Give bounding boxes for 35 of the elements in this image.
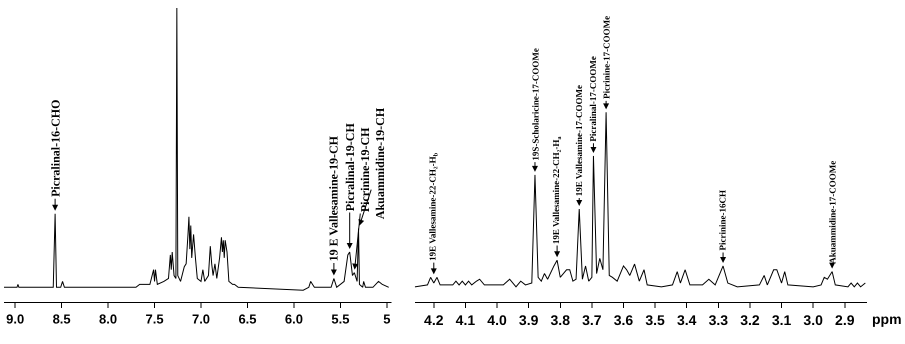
- x-tick-label: 3.4: [676, 312, 697, 328]
- x-tick-label: 9.0: [6, 312, 24, 327]
- x-tick-label: 3.1: [772, 312, 792, 328]
- annotation: Picralinal-19-CH: [343, 122, 358, 212]
- x-tick-label: 3.8: [550, 312, 570, 328]
- x-tick-label: 3.0: [803, 312, 824, 328]
- x-tick-label: 8.0: [99, 312, 118, 327]
- x-tick-label: 4.2: [424, 312, 444, 328]
- annotation: 19 E Vallesamine-19-CH: [326, 135, 340, 262]
- annotation: Akuammidine-17-COOMe: [827, 160, 838, 264]
- x-tick-label: 3.2: [740, 312, 760, 328]
- x-tick-label: 7.0: [192, 312, 210, 327]
- x-tick-label: 2.9: [835, 312, 855, 328]
- x-tick-label: 3.6: [614, 312, 634, 328]
- x-tick-label: 6.0: [284, 312, 303, 327]
- annotation: Picrinine-19-CH: [358, 126, 372, 212]
- x-tick-label: 3.3: [708, 312, 728, 328]
- annotation: Picrinine-17-COOMe: [601, 16, 612, 99]
- x-tick-label: 6.5: [238, 312, 257, 327]
- x-tick-label: 4.1: [456, 312, 476, 328]
- x-tick-label: 5: [383, 312, 390, 327]
- x-tick-label: 3.9: [518, 312, 539, 328]
- x-tick-label: 8.5: [52, 312, 71, 327]
- annotation: Picrinine-16CH: [718, 190, 728, 251]
- annotation: 19S-Scholaricine-17-COOMe: [530, 48, 540, 161]
- x-tick-label: 4.0: [487, 312, 507, 328]
- annotation: Akuammidine-19-CH: [373, 107, 388, 220]
- annotation: 19E Vallesamine-17-COOMe: [574, 85, 584, 196]
- x-tick-label: 3.5: [645, 312, 666, 328]
- x-axis-title: ppm: [872, 311, 902, 327]
- x-tick-label: 3.7: [582, 312, 602, 328]
- x-tick-label: 7.5: [146, 312, 164, 327]
- x-tick-label: 5.5: [331, 312, 350, 327]
- annotation: Picralinal-16-CHO: [48, 100, 62, 197]
- annotation: Picralinal-17-COOMe: [588, 56, 598, 142]
